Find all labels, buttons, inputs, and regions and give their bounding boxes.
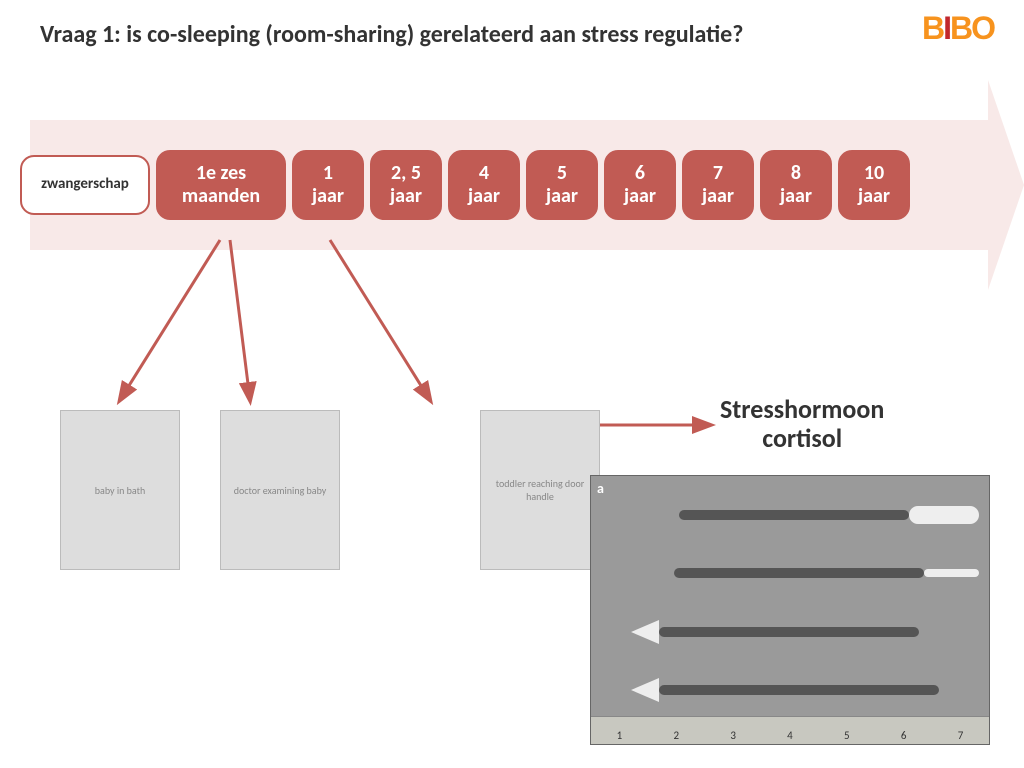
node-label-line1: 4 (479, 162, 489, 185)
photo-row: baby in bath doctor examining baby toddl… (60, 410, 600, 570)
cortisol-label: Stresshormoon cortisol (720, 395, 884, 452)
swab-row (631, 683, 979, 697)
swab-figure: a 1 2 3 4 5 6 7 (590, 475, 990, 745)
logo-letter: O (971, 10, 994, 46)
timeline-node-zwangerschap: zwangerschap (20, 155, 150, 215)
timeline-node-5yr: 5 jaar (526, 150, 598, 220)
node-label-line2: jaar (780, 185, 812, 208)
swab-row (631, 508, 979, 522)
ruler-mark: 3 (730, 729, 736, 744)
node-label-line1: 2, 5 (391, 162, 421, 185)
node-label-line1: 5 (557, 162, 567, 185)
timeline-node-8yr: 8 jaar (760, 150, 832, 220)
swab-panel-label: a (597, 480, 604, 497)
node-label-line2: maanden (182, 185, 260, 208)
photo-doctor-baby: doctor examining baby (220, 410, 340, 570)
ruler-mark: 2 (673, 729, 679, 744)
ruler-mark: 1 (617, 729, 623, 744)
node-label-line1: 7 (713, 162, 723, 185)
swab-handle (679, 510, 909, 520)
photo-baby-bath: baby in bath (60, 410, 180, 570)
cortisol-line1: Stresshormoon (720, 395, 884, 424)
swab-handle (674, 568, 924, 578)
ruler-mark: 6 (901, 729, 907, 744)
swab-row (631, 625, 979, 639)
timeline-node-10yr: 10 jaar (838, 150, 910, 220)
logo-letter: B (950, 10, 971, 46)
ruler-mark: 7 (958, 729, 964, 744)
swab-tip (909, 506, 979, 524)
cortisol-line2: cortisol (720, 424, 884, 453)
node-label-line1: 1e zes (196, 162, 246, 185)
timeline-node-7yr: 7 jaar (682, 150, 754, 220)
timeline-node-6mo: 1e zes maanden (156, 150, 286, 220)
swab-tip (631, 620, 659, 644)
swab-tip (631, 678, 659, 702)
logo-letter: I (943, 10, 950, 46)
timeline-node-1yr: 1 jaar (292, 150, 364, 220)
ruler: 1 2 3 4 5 6 7 (591, 716, 989, 744)
photo-toddler-door: toddler reaching door handle (480, 410, 600, 570)
timeline-track: zwangerschap 1e zes maanden 1 jaar 2, 5 … (20, 150, 910, 220)
node-label-line2: jaar (702, 185, 734, 208)
node-label-line2: jaar (312, 185, 344, 208)
node-label-line1: 6 (635, 162, 645, 185)
swab-handle (659, 627, 919, 637)
node-label-line2: jaar (468, 185, 500, 208)
logo-letter: B (922, 10, 943, 46)
bibo-logo: BIBO (922, 10, 994, 47)
node-label-line2: jaar (390, 185, 422, 208)
node-label: zwangerschap (41, 176, 129, 193)
swab-handle (659, 685, 939, 695)
node-label-line1: 10 (864, 162, 884, 185)
node-label-line1: 8 (791, 162, 801, 185)
node-label-line1: 1 (323, 162, 333, 185)
slide-title: Vraag 1: is co-sleeping (room-sharing) g… (40, 20, 743, 49)
arrow-line (330, 240, 430, 400)
ruler-mark: 5 (844, 729, 850, 744)
arrow-line (230, 240, 250, 400)
ruler-mark: 4 (787, 729, 793, 744)
swab-tip (924, 569, 979, 577)
timeline-node-4yr: 4 jaar (448, 150, 520, 220)
node-label-line2: jaar (624, 185, 656, 208)
timeline-node-6yr: 6 jaar (604, 150, 676, 220)
node-label-line2: jaar (546, 185, 578, 208)
timeline-arrow-head (988, 80, 1024, 290)
timeline-node-2-5yr: 2, 5 jaar (370, 150, 442, 220)
node-label-line2: jaar (858, 185, 890, 208)
swab-row (631, 566, 979, 580)
arrow-line (120, 240, 220, 400)
